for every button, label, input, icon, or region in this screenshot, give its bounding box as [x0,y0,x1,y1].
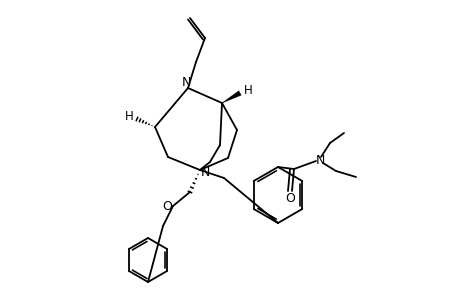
Text: N: N [314,154,324,167]
Text: H: H [124,110,133,124]
Text: N: N [200,166,209,178]
Text: N: N [181,76,190,89]
Text: O: O [285,193,294,206]
Text: O: O [162,200,172,214]
Text: H: H [243,85,252,98]
Polygon shape [222,91,241,103]
